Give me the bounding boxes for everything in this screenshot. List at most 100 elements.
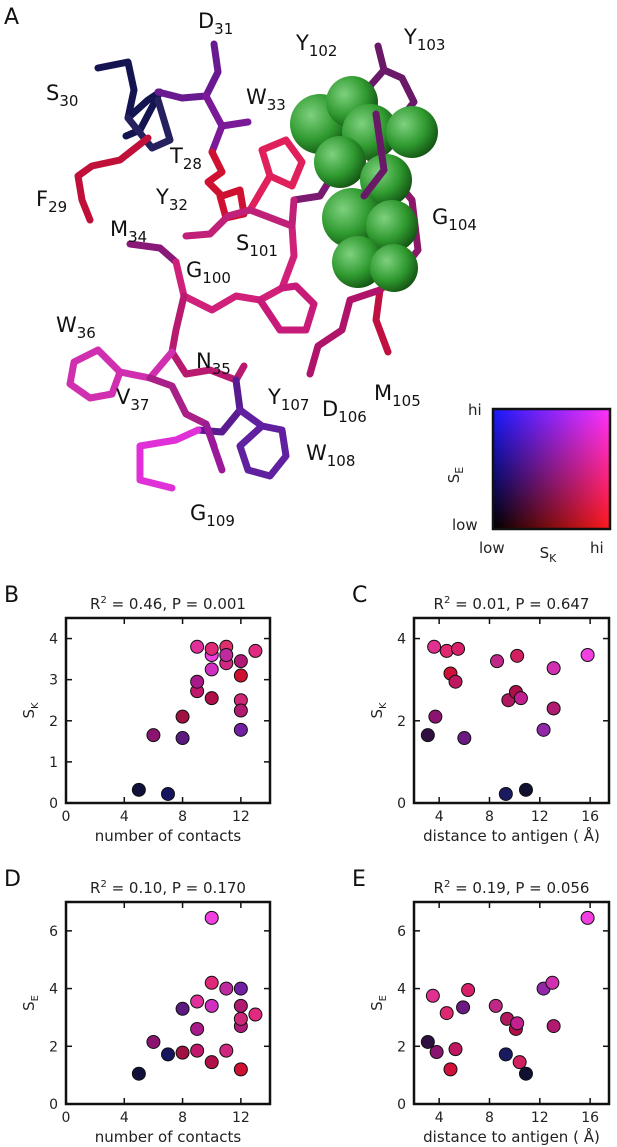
antigen-spheres (290, 76, 438, 292)
residue-number: 29 (48, 198, 67, 216)
data-point (175, 709, 190, 724)
residue-number: 104 (448, 216, 477, 234)
y-axis-label: SK (20, 702, 41, 719)
residue-stick-y103-front (360, 110, 388, 200)
y-tick-label: 0 (49, 1097, 58, 1113)
data-point (219, 648, 234, 662)
residue-number: 103 (417, 36, 446, 54)
data-point (219, 1043, 234, 1058)
residue-label: Y103 (403, 25, 445, 54)
residue-label: W33 (246, 85, 286, 114)
residue-number: 101 (249, 242, 278, 260)
antigen-sphere (314, 136, 366, 188)
panel-letter-c: C (352, 583, 367, 608)
x-tick-label: 16 (581, 809, 599, 825)
x-tick-label: 12 (531, 809, 549, 825)
residue-stick-s30 (94, 58, 164, 140)
data-point (546, 661, 561, 676)
panel-letter-b: B (4, 583, 19, 608)
residue-letter: G (190, 501, 206, 525)
panel-letter-d: D (4, 867, 21, 892)
data-point (427, 639, 442, 654)
legend-top-gradient (493, 409, 610, 529)
residue-letter: G (432, 205, 448, 229)
residue-letter: G (186, 258, 202, 282)
y-tick-label: 3 (49, 673, 58, 689)
residue-stick-w36 (66, 346, 176, 402)
data-point (490, 654, 505, 669)
residue-number: 34 (128, 228, 147, 246)
scatter-panel-d: R2 = 0.10, P = 0.170 0 4 8 12 0 2 4 6 number of c… (20, 879, 272, 1146)
legend-frame (491, 407, 612, 531)
plot-title: R2 = 0.10, P = 0.170 (90, 879, 246, 897)
data-point (518, 1066, 533, 1081)
data-point (233, 703, 248, 718)
data-point (161, 1047, 175, 1062)
y-tick-label: 4 (49, 982, 58, 998)
antigen-sphere (370, 244, 418, 292)
y-tick-label: 4 (397, 982, 406, 998)
data-point (580, 648, 595, 662)
y-axis-label: SE (368, 995, 389, 1011)
x-tick-label: 4 (435, 809, 444, 825)
residue-stick-w108 (236, 406, 290, 480)
y-tick-label: 2 (49, 1039, 58, 1055)
residue-stick-d106 (306, 286, 384, 378)
residue-stick-d31 (154, 40, 222, 102)
residue-number: 100 (202, 269, 231, 287)
x-tick-label: 4 (435, 1110, 444, 1126)
data-point (204, 691, 219, 706)
residue-number: 108 (327, 452, 356, 470)
data-point (146, 1034, 161, 1049)
y-axis-label: SE (20, 995, 41, 1011)
residue-stick-backbone-upper (182, 196, 298, 240)
residue-label: G100 (186, 258, 231, 287)
data-point (190, 1021, 205, 1036)
plot-frame (64, 900, 272, 1106)
plot-frame (64, 616, 272, 805)
data-point (439, 1006, 454, 1021)
residue-letter: W (56, 313, 77, 337)
plot-frame (412, 616, 611, 805)
residue-label: D31 (198, 9, 233, 38)
plot-title: R2 = 0.46, P = 0.001 (90, 595, 246, 613)
data-point (420, 1034, 435, 1049)
data-point (536, 722, 551, 737)
residue-number: 37 (130, 396, 149, 414)
residue-number: 28 (183, 155, 202, 173)
data-point (420, 728, 435, 743)
data-point (457, 731, 472, 746)
data-point (204, 1055, 219, 1070)
data-point (131, 1066, 146, 1081)
data-point (448, 1042, 463, 1057)
residue-number: 31 (214, 20, 233, 38)
data-point (233, 1062, 248, 1077)
data-point (456, 1000, 471, 1015)
plot-title: R2 = 0.01, P = 0.647 (434, 595, 590, 613)
data-point (425, 988, 440, 1003)
x-tick-label: 8 (485, 1110, 494, 1126)
data-point (233, 998, 248, 1013)
x-tick-label: 8 (178, 1110, 187, 1126)
y-tick-label: 0 (49, 796, 58, 812)
data-point (545, 975, 560, 990)
data-point (428, 709, 443, 724)
data-point (439, 643, 454, 658)
svg-text:SE: SE (445, 467, 466, 484)
residue-letter: Y (403, 25, 417, 49)
y-tick-label: 0 (397, 796, 406, 812)
residue-label: Y32 (155, 185, 188, 214)
residue-letter: Y (267, 385, 281, 409)
residue-number: 36 (77, 324, 96, 342)
data-point (146, 728, 161, 743)
residue-letter: S (46, 81, 59, 105)
scatter-panel-e: R2 = 0.19, P = 0.056 4 8 12 16 0 2 4 6 distance t… (368, 879, 611, 1146)
residue-number: 30 (59, 92, 78, 110)
residue-number: 32 (169, 196, 188, 214)
residue-letter: F (36, 187, 48, 211)
data-point (546, 701, 561, 716)
residue-stick-g109 (136, 426, 202, 492)
x-tick-label: 0 (62, 809, 71, 825)
